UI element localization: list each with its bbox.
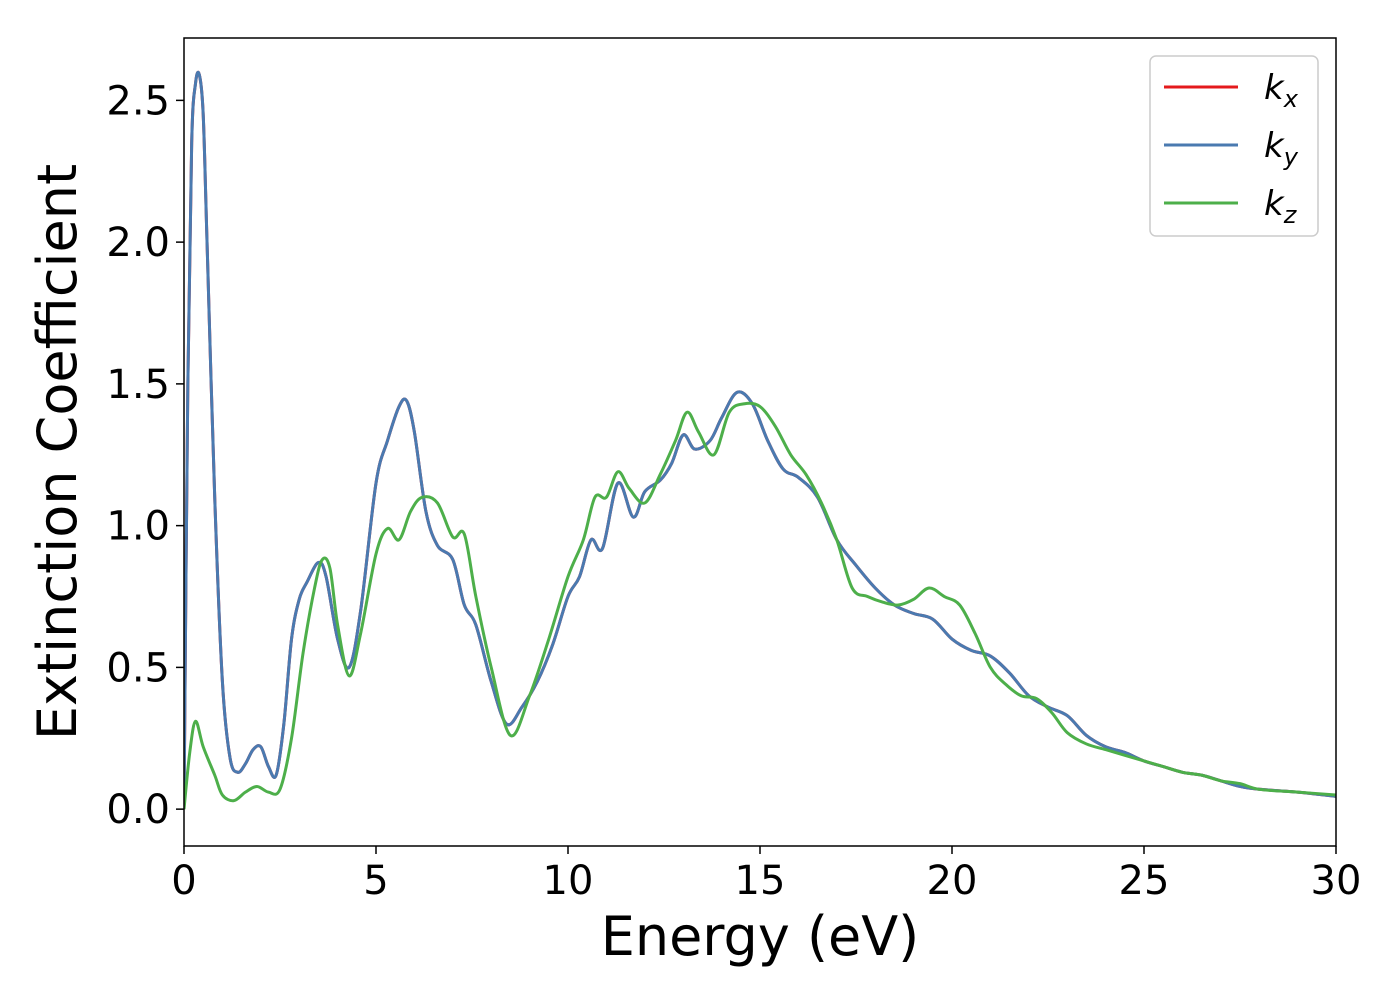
series-line-y (184, 70, 1336, 810)
y-tick-label: 0.5 (106, 645, 170, 691)
x-tick-label: 0 (171, 858, 196, 904)
x-tick-label: 5 (363, 858, 388, 904)
legend-label-z: kz (1264, 184, 1298, 229)
legend-label-y: ky (1264, 126, 1299, 171)
legend-label-main: k (1264, 68, 1285, 108)
x-tick-label: 30 (1311, 858, 1362, 904)
y-axis-label: Extinction Coefficient (26, 164, 89, 740)
y-tick-label: 2.0 (106, 220, 170, 266)
y-tick-label: 0.0 (106, 787, 170, 833)
legend-label-main: k (1264, 126, 1285, 166)
series-layer (184, 70, 1336, 810)
legend-label-subscript: y (1283, 143, 1299, 171)
legend-label-subscript: z (1283, 201, 1298, 229)
y-tick-label: 2.5 (106, 78, 170, 124)
legend-label-main: k (1264, 184, 1285, 224)
y-tick-label: 1.5 (106, 362, 170, 408)
x-tick-label: 15 (735, 858, 786, 904)
x-axis-label: Energy (eV) (601, 905, 920, 968)
legend-label-subscript: x (1283, 85, 1299, 113)
x-tick-label: 10 (543, 858, 594, 904)
series-line-z (184, 401, 1336, 810)
y-axis: 0.0 0.5 1.0 1.5 2.0 2.5 (106, 78, 184, 833)
x-tick-label: 25 (1119, 858, 1170, 904)
legend-label-x: kx (1264, 68, 1299, 113)
x-axis: 0 5 10 15 20 25 30 (171, 846, 1361, 904)
y-tick-label: 1.0 (106, 504, 170, 550)
x-tick-label: 20 (927, 858, 978, 904)
